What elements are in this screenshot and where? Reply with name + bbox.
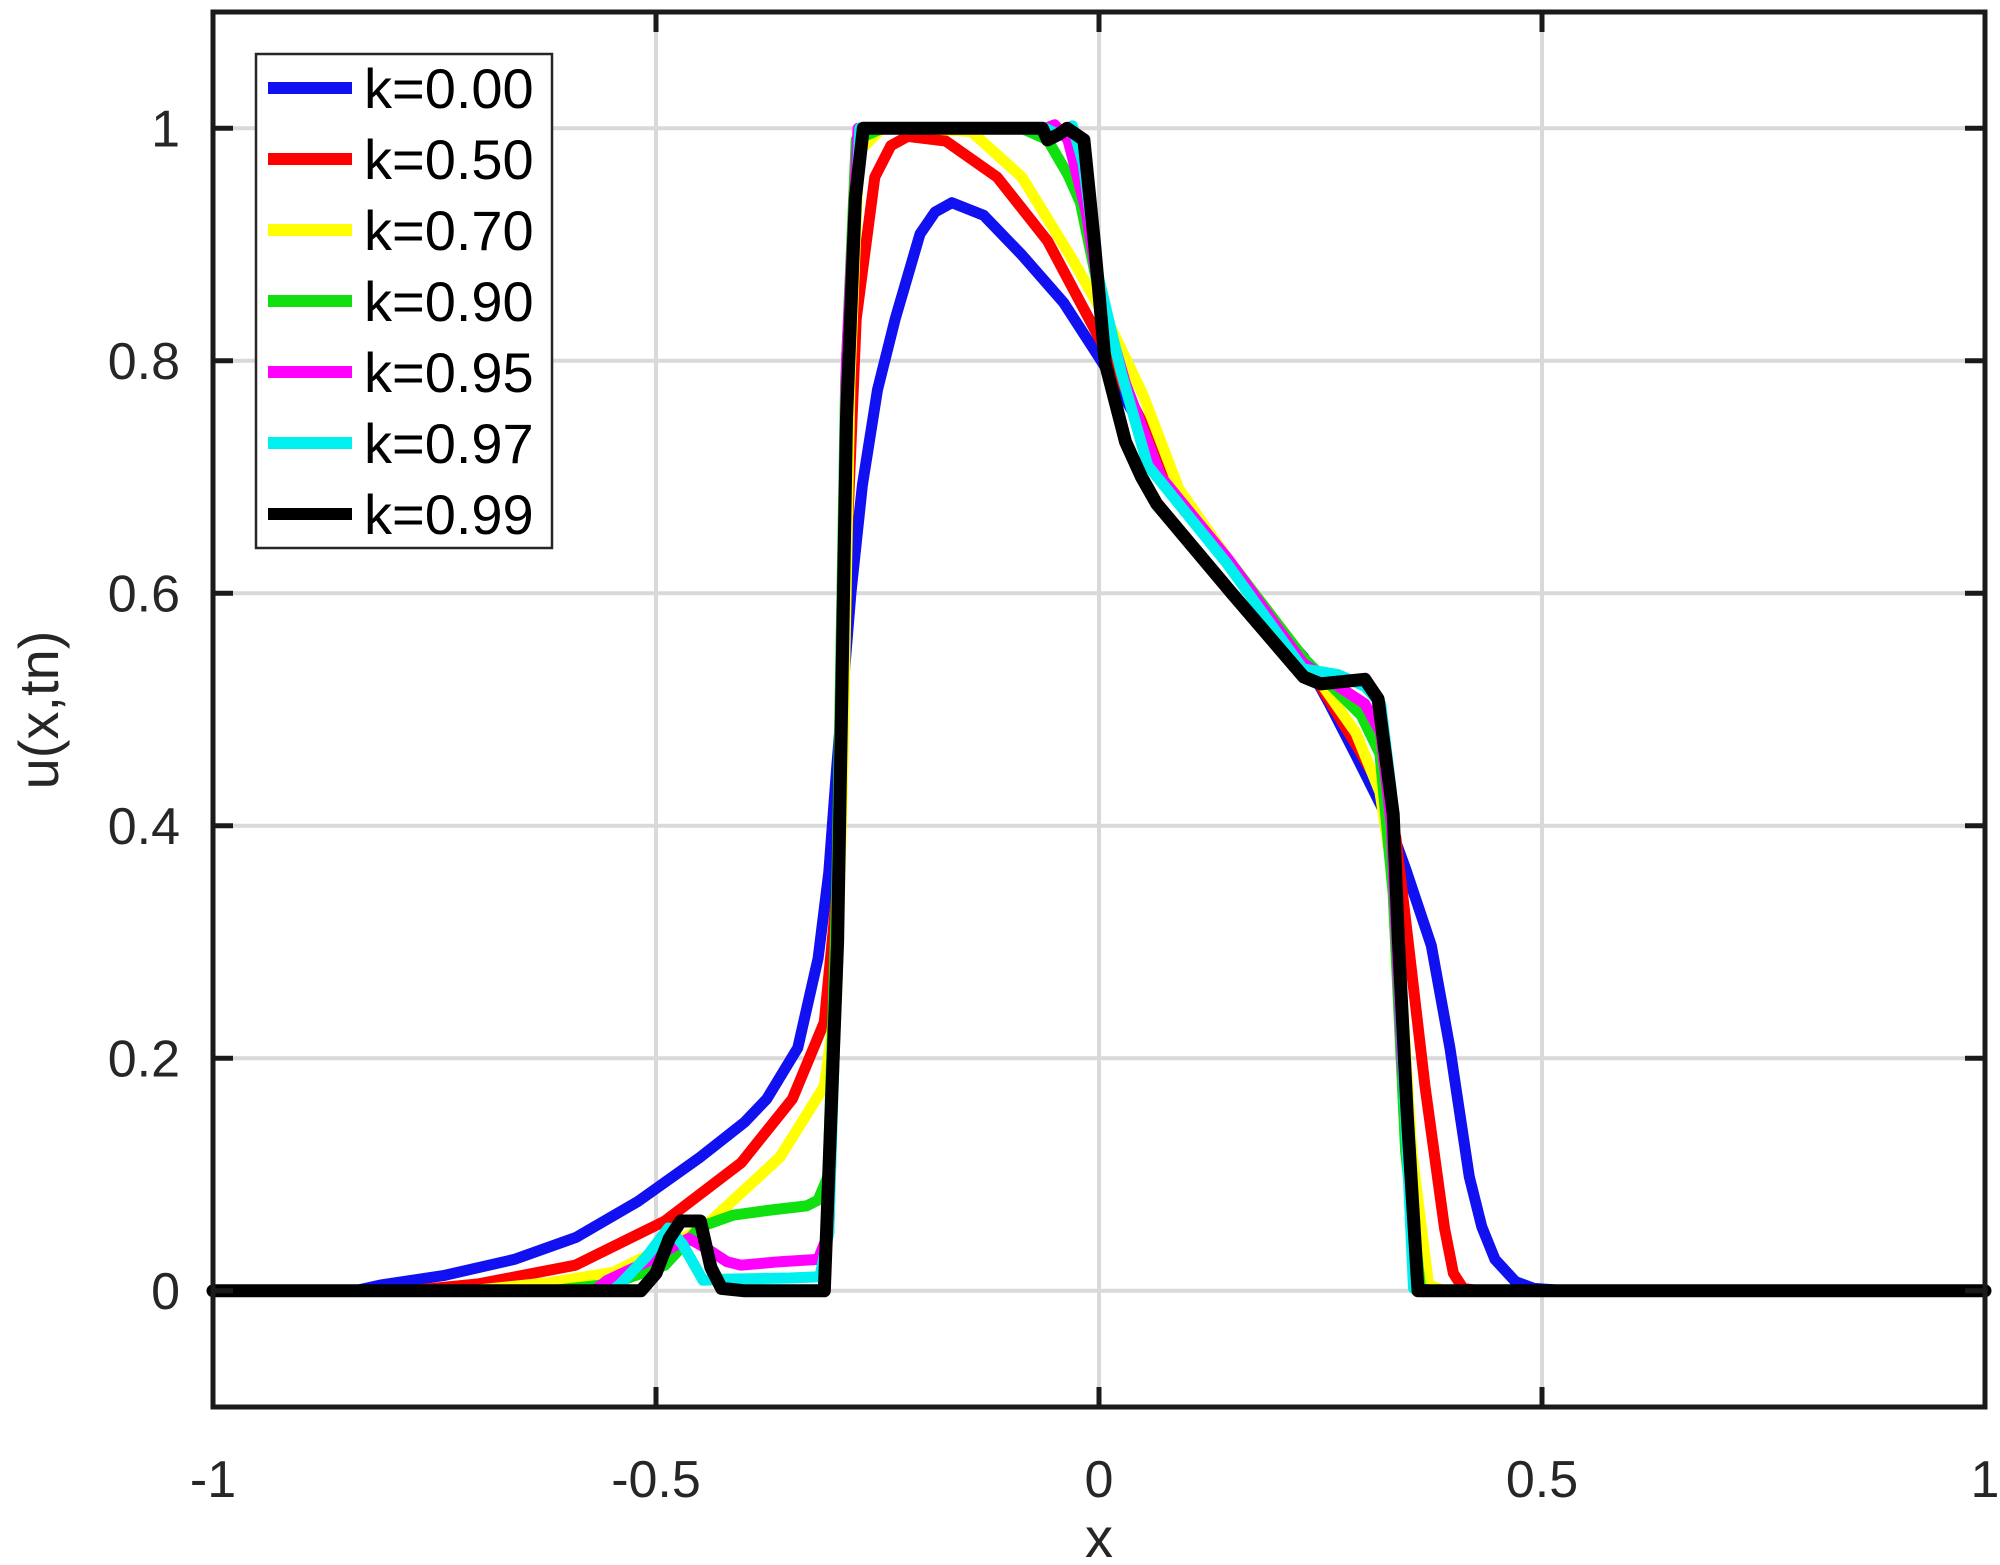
legend-item: k=0.90 xyxy=(268,270,534,333)
x-tick-label: 0.5 xyxy=(1506,1451,1578,1509)
legend-item: k=0.95 xyxy=(268,341,534,404)
legend-item: k=0.99 xyxy=(268,483,534,546)
series-line-k050 xyxy=(207,130,1991,1297)
legend-label: k=0.99 xyxy=(364,483,534,546)
legend-item: k=0.97 xyxy=(268,412,534,475)
legend-label: k=0.90 xyxy=(364,270,534,333)
legend-item: k=0.00 xyxy=(268,57,534,120)
axis-ticks xyxy=(210,12,1988,1407)
legend-label: k=0.97 xyxy=(364,412,534,475)
y-tick-label: 0.8 xyxy=(108,333,180,391)
series-lines xyxy=(206,119,1992,1298)
legend-label: k=0.50 xyxy=(364,128,534,191)
y-axis-label: u(x,tn) xyxy=(7,631,70,790)
x-tick-label: -1 xyxy=(190,1451,236,1509)
y-tick-label: 0.4 xyxy=(108,798,180,856)
series-line-k000 xyxy=(207,197,1991,1297)
x-tick-labels: -1 -0.5 0 0.5 1 xyxy=(190,1451,2000,1509)
y-tick-labels: 0 0.2 0.4 0.6 0.8 1 xyxy=(108,100,180,1321)
y-tick-label: 0 xyxy=(151,1263,180,1321)
x-tick-label: 0 xyxy=(1085,1451,1114,1509)
legend-label: k=0.70 xyxy=(364,199,534,262)
x-tick-label: -0.5 xyxy=(611,1451,701,1509)
y-tick-label: 1 xyxy=(151,100,180,158)
legend-label: k=0.00 xyxy=(364,57,534,120)
x-tick-label: 1 xyxy=(1971,1451,2000,1509)
y-tick-label: 0.2 xyxy=(108,1030,180,1088)
x-axis-label: x xyxy=(1085,1506,1113,1565)
legend-item: k=0.50 xyxy=(268,128,534,191)
legend-label: k=0.95 xyxy=(364,341,534,404)
y-tick-label: 0.6 xyxy=(108,565,180,623)
legend: k=0.00 k=0.50 k=0.70 k=0.90 k=0.95 k=0.97 k=0.… xyxy=(254,52,554,550)
series-line-k099 xyxy=(206,121,1992,1298)
legend-item: k=0.70 xyxy=(268,199,534,262)
